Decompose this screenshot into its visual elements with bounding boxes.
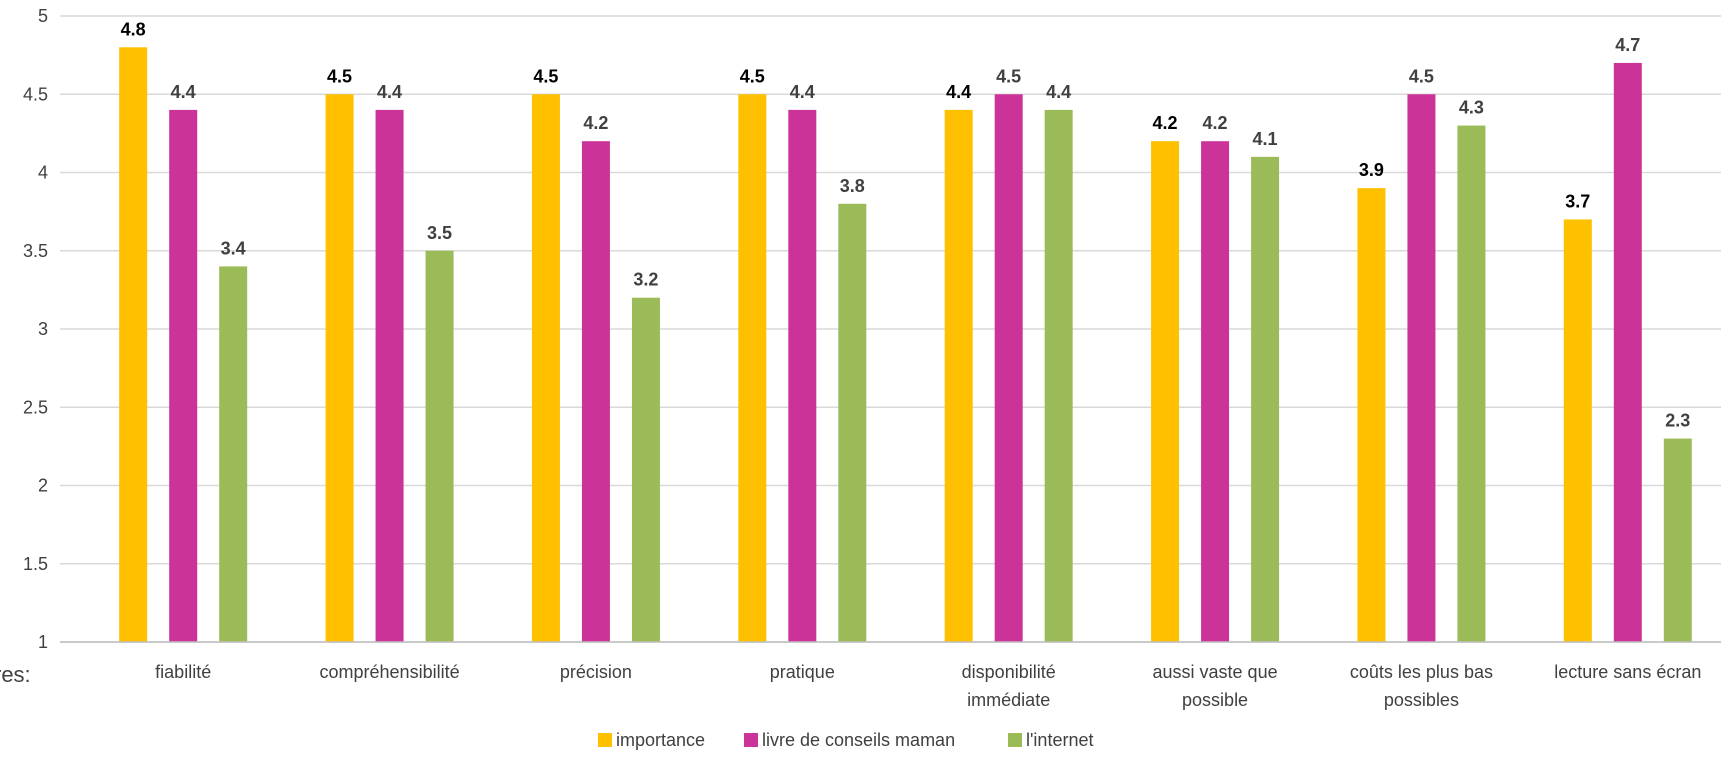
bar (581, 141, 610, 642)
data-label: 2.3 (1665, 411, 1690, 431)
legend-item: livre de conseils maman (744, 730, 955, 750)
legend-swatch (598, 733, 612, 747)
y-tick-label: 2.5 (23, 397, 48, 417)
data-labels: 4.8 4.4 3.4 4.5 4.4 3.5 4.5 4.2 3.2 4.5 4.4 3.8 4.4 4… (121, 19, 1691, 430)
x-tick-label: disponibilité (962, 662, 1056, 682)
data-label: 4.8 (121, 19, 146, 39)
data-label: 3.7 (1565, 191, 1590, 211)
y-tick-label: 3 (38, 319, 48, 339)
bar (631, 297, 660, 642)
bar (119, 47, 148, 643)
bar (325, 94, 354, 642)
bar (1357, 188, 1386, 642)
bar (1201, 141, 1230, 642)
data-label: 4.2 (583, 113, 608, 133)
bar (1457, 125, 1486, 643)
y-tick-label: 4.5 (23, 84, 48, 104)
x-tick-label: aussi vaste que (1153, 662, 1278, 682)
x-tick-label: possibles (1384, 690, 1459, 710)
data-label: 3.8 (840, 176, 865, 196)
legend-item: importance (598, 730, 705, 750)
data-label: 4.5 (1409, 66, 1434, 86)
data-label: 4.1 (1253, 129, 1278, 149)
x-tick-label: possible (1182, 690, 1248, 710)
data-label: 4.4 (377, 82, 402, 102)
bars (119, 47, 1692, 643)
legend-label: l'internet (1026, 730, 1093, 750)
data-label: 4.4 (946, 82, 971, 102)
bar (1251, 156, 1280, 642)
y-tick-label: 3.5 (23, 241, 48, 261)
bar (1151, 141, 1180, 642)
data-label: 4.3 (1459, 98, 1484, 118)
legend-swatch (744, 733, 758, 747)
bar (1407, 94, 1436, 642)
legend-swatch (1008, 733, 1022, 747)
bar (425, 250, 454, 642)
data-label: 4.7 (1615, 35, 1640, 55)
bar (1663, 438, 1692, 642)
x-tick-label: immédiate (967, 690, 1050, 710)
legend: importance livre de conseils maman l'inter… (598, 730, 1093, 750)
legend-item: l'internet (1008, 730, 1093, 750)
bar (219, 266, 248, 642)
x-tick-label: coûts les plus bas (1350, 662, 1493, 682)
bar (1044, 109, 1073, 642)
data-label: 4.5 (327, 66, 352, 86)
bar (531, 94, 560, 642)
y-tick-label: 2 (38, 476, 48, 496)
x-axis: fiabilité compréhensibilité précision prati… (60, 641, 1721, 710)
bar (375, 109, 404, 642)
data-label: 4.4 (171, 82, 196, 102)
y-tick-label: 4 (38, 163, 48, 183)
x-tick-label: précision (560, 662, 632, 682)
data-label: 4.5 (533, 66, 558, 86)
bar (838, 203, 867, 643)
data-label: 4.2 (1153, 113, 1178, 133)
bar (1563, 219, 1592, 642)
legend-label: livre de conseils maman (762, 730, 955, 750)
y-tick-label: 5 (38, 6, 48, 26)
data-label: 4.4 (1046, 82, 1071, 102)
data-label: 4.5 (996, 66, 1021, 86)
data-label: 4.4 (790, 82, 815, 102)
x-tick-label: pratique (770, 662, 835, 682)
bar (788, 109, 817, 642)
bar (738, 94, 767, 642)
y-tick-label: 1 (38, 632, 48, 652)
data-label: 3.5 (427, 223, 452, 243)
bar (169, 109, 198, 642)
x-tick-label: lecture sans écran (1554, 662, 1701, 682)
y-axis: 1 1.5 2 2.5 3 3.5 4 4.5 5 (23, 6, 48, 652)
x-tick-label: fiabilité (155, 662, 211, 682)
data-label: 4.5 (740, 66, 765, 86)
legend-label: importance (616, 730, 705, 750)
x-tick-label: compréhensibilité (320, 662, 460, 682)
bar (944, 109, 973, 642)
data-label: 3.2 (633, 270, 658, 290)
data-label: 4.2 (1203, 113, 1228, 133)
truncated-side-label: res: (0, 662, 31, 687)
bar (1613, 62, 1642, 642)
data-label: 3.4 (221, 238, 246, 258)
data-label: 3.9 (1359, 160, 1384, 180)
y-tick-label: 1.5 (23, 554, 48, 574)
bar (994, 94, 1023, 642)
